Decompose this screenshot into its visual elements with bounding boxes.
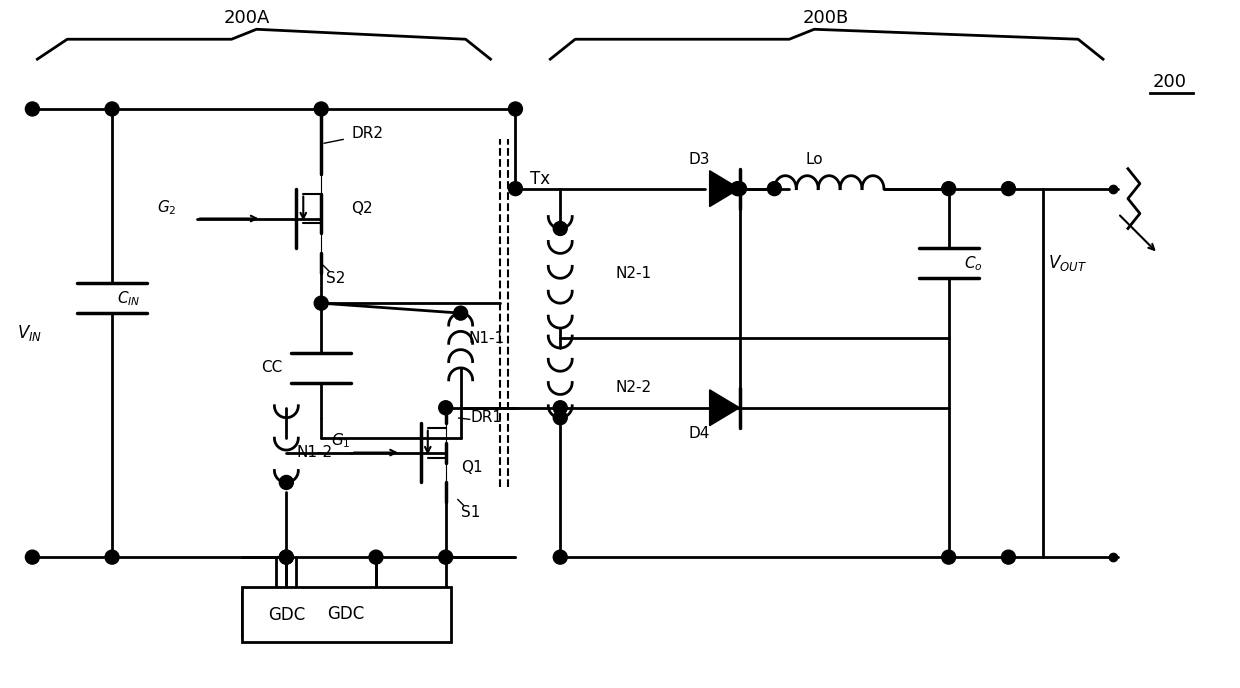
Text: $C_{IN}$: $C_{IN}$ bbox=[117, 289, 140, 308]
Polygon shape bbox=[709, 390, 739, 426]
FancyBboxPatch shape bbox=[242, 592, 331, 637]
Circle shape bbox=[370, 550, 383, 564]
Circle shape bbox=[105, 550, 119, 564]
Text: Q1: Q1 bbox=[460, 460, 482, 475]
Text: $V_{IN}$: $V_{IN}$ bbox=[17, 323, 42, 343]
Circle shape bbox=[553, 550, 567, 564]
Text: 200: 200 bbox=[1153, 73, 1187, 91]
Circle shape bbox=[314, 102, 329, 116]
Polygon shape bbox=[709, 171, 739, 206]
Circle shape bbox=[941, 182, 956, 195]
Text: GDC: GDC bbox=[327, 605, 365, 623]
Text: 200A: 200A bbox=[223, 9, 270, 28]
Circle shape bbox=[105, 102, 119, 116]
Circle shape bbox=[730, 182, 744, 195]
Circle shape bbox=[25, 102, 40, 116]
Circle shape bbox=[508, 182, 522, 195]
Circle shape bbox=[439, 401, 453, 415]
Circle shape bbox=[553, 222, 567, 235]
Circle shape bbox=[768, 182, 781, 195]
Text: Q2: Q2 bbox=[351, 201, 373, 216]
Text: N2-2: N2-2 bbox=[615, 380, 651, 396]
Circle shape bbox=[1002, 182, 1016, 195]
Text: N2-1: N2-1 bbox=[615, 266, 651, 281]
Text: S1: S1 bbox=[460, 505, 480, 520]
Circle shape bbox=[1002, 550, 1016, 564]
Text: N1-1: N1-1 bbox=[469, 330, 505, 345]
Circle shape bbox=[279, 475, 294, 489]
Text: 200B: 200B bbox=[804, 9, 849, 28]
Text: DR2: DR2 bbox=[351, 127, 383, 141]
Circle shape bbox=[279, 550, 294, 564]
Circle shape bbox=[454, 306, 467, 320]
Text: D3: D3 bbox=[689, 152, 711, 166]
Circle shape bbox=[439, 550, 453, 564]
Text: $V_{OUT}$: $V_{OUT}$ bbox=[1048, 253, 1087, 273]
Circle shape bbox=[733, 182, 746, 195]
Text: N1-2: N1-2 bbox=[296, 445, 332, 460]
Circle shape bbox=[508, 102, 522, 116]
Circle shape bbox=[314, 297, 329, 310]
Text: $G_2$: $G_2$ bbox=[157, 198, 176, 217]
Circle shape bbox=[553, 401, 567, 415]
Text: Tx: Tx bbox=[531, 170, 551, 188]
Text: DR1: DR1 bbox=[471, 410, 502, 425]
Circle shape bbox=[279, 550, 294, 564]
FancyBboxPatch shape bbox=[242, 592, 331, 637]
Text: S2: S2 bbox=[326, 271, 346, 286]
FancyBboxPatch shape bbox=[242, 587, 450, 642]
Text: Lo: Lo bbox=[806, 152, 823, 166]
Circle shape bbox=[553, 411, 567, 424]
Circle shape bbox=[941, 550, 956, 564]
Text: GDC: GDC bbox=[268, 606, 305, 624]
Text: $G_1$: $G_1$ bbox=[331, 431, 351, 449]
Text: $C_o$: $C_o$ bbox=[963, 254, 982, 272]
Text: CC: CC bbox=[262, 361, 283, 376]
Circle shape bbox=[25, 550, 40, 564]
Text: D4: D4 bbox=[689, 426, 711, 441]
